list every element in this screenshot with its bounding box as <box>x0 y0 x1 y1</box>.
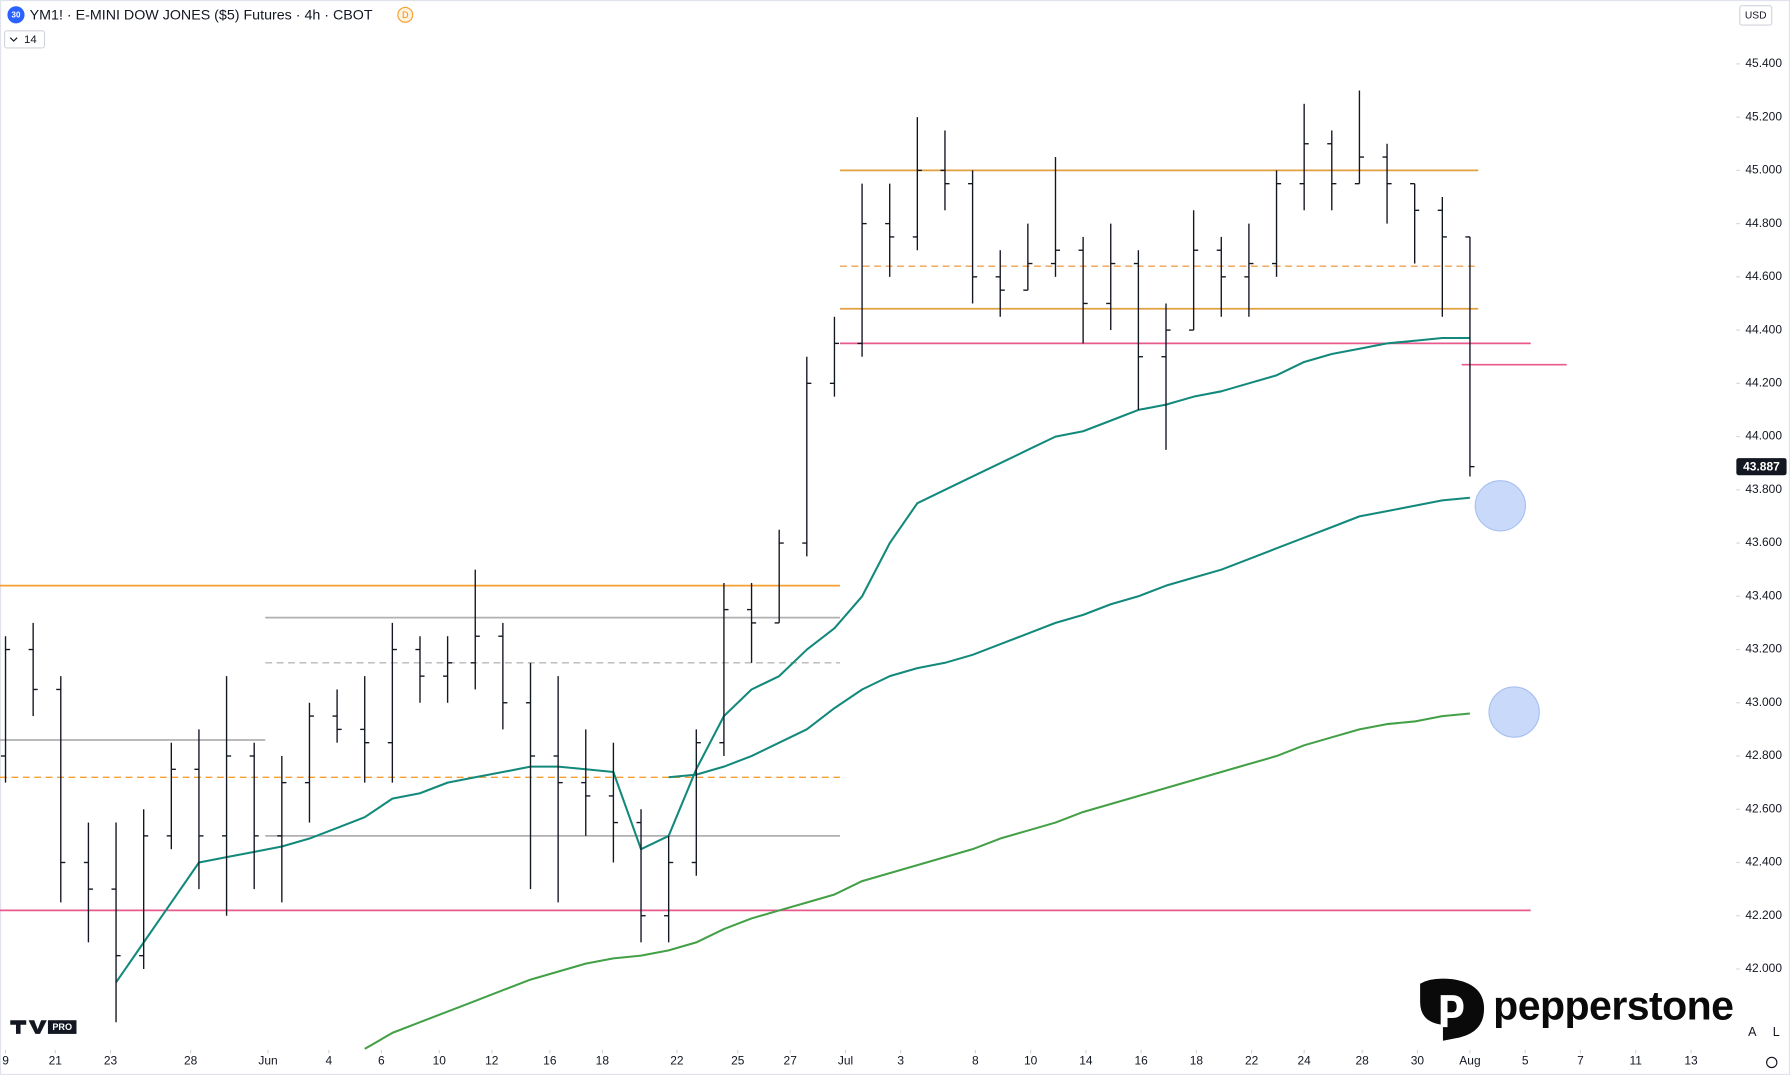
x-tick-label: 12 <box>485 1053 499 1067</box>
x-tick-label: 9 <box>2 1053 9 1067</box>
source-badge <box>397 6 414 23</box>
y-tick-label: 44.400 <box>1745 322 1782 336</box>
x-tick-label: 10 <box>1024 1053 1038 1067</box>
last-price-tag <box>1736 458 1787 476</box>
x-tick-label: 18 <box>1190 1053 1204 1067</box>
y-tick-label: 43.400 <box>1745 588 1782 602</box>
tv-logo <box>10 1020 47 1034</box>
y-tick-label: 44.000 <box>1745 429 1782 443</box>
x-tick-label: 11 <box>1630 1053 1643 1067</box>
x-tick-label: 14 <box>1079 1053 1093 1067</box>
chart-title[interactable]: YM1! · E-MINI DOW JONES ($5) Futures · 4… <box>30 8 373 24</box>
y-tick-label: 43.000 <box>1745 695 1782 709</box>
y-tick-label: 42.000 <box>1745 961 1782 975</box>
source-badge-text: D <box>402 10 409 20</box>
y-tick-label: 42.400 <box>1745 855 1782 869</box>
x-tick-label: 5 <box>1522 1053 1529 1067</box>
last-price-label: 43.887 <box>1743 459 1780 473</box>
y-tick-label: 44.600 <box>1745 269 1782 283</box>
x-tick-label: 4 <box>325 1053 332 1067</box>
moving-average <box>115 336 1470 983</box>
y-tick-label: 42.600 <box>1745 801 1782 815</box>
x-tick-label: 13 <box>1684 1053 1698 1067</box>
indicator-toggle[interactable] <box>3 30 46 49</box>
x-tick-label: 24 <box>1298 1053 1312 1067</box>
y-tick-label: 45.200 <box>1745 109 1782 123</box>
x-tick-label: 7 <box>1577 1053 1584 1067</box>
tv-badge: PRO <box>52 1022 72 1032</box>
y-tick-label: 44.800 <box>1745 216 1782 230</box>
target-marker <box>1474 480 1527 532</box>
currency: USD <box>1745 11 1767 22</box>
tv-badge-bg <box>47 1020 77 1034</box>
y-tick-label: 43.200 <box>1745 642 1782 656</box>
x-tick-label: 22 <box>670 1053 684 1067</box>
indicator-value: 14 <box>24 34 37 46</box>
x-tick-label: 27 <box>784 1053 798 1067</box>
x-tick-label: 3 <box>897 1053 904 1067</box>
x-tick-label: 16 <box>1134 1053 1148 1067</box>
x-tick-label: Jul <box>838 1053 853 1067</box>
plot <box>0 90 1567 1050</box>
x-tick-label: 21 <box>49 1053 63 1067</box>
auto-scale[interactable]: A <box>1748 1025 1757 1039</box>
x-tick-label: 23 <box>104 1053 118 1067</box>
target-marker <box>1488 686 1540 738</box>
y-tick-label: 43.800 <box>1745 482 1782 496</box>
brand-icon-letter <box>1440 995 1464 1028</box>
y-tick-label: 45.400 <box>1745 56 1782 70</box>
x-tick-label: Jun <box>258 1053 277 1067</box>
x-tick-label: 10 <box>433 1053 447 1067</box>
y-tick-label: 43.600 <box>1745 535 1782 549</box>
moving-average <box>364 712 1470 1050</box>
log-scale[interactable]: L <box>1773 1025 1780 1039</box>
x-tick-label: 25 <box>731 1053 745 1067</box>
x-tick-label: 30 <box>1411 1053 1425 1067</box>
x-tick-label: Aug <box>1459 1053 1480 1067</box>
x-tick-label: 28 <box>1356 1053 1370 1067</box>
y-tick-label: 42.200 <box>1745 908 1782 922</box>
symbol-badge[interactable] <box>7 6 25 24</box>
x-tick-label: 22 <box>1245 1053 1259 1067</box>
y-tick-label: 42.800 <box>1745 748 1782 762</box>
moving-average <box>668 496 1470 779</box>
x-tick-label: 28 <box>184 1053 198 1067</box>
y-tick-label: 45.000 <box>1745 163 1782 177</box>
chevron <box>9 37 18 42</box>
brand-icon <box>1420 978 1485 1041</box>
x-tick-label: 8 <box>972 1053 979 1067</box>
x-tick-label: 16 <box>543 1053 557 1067</box>
symbol-badge-text: 30 <box>12 11 21 20</box>
settings-icon[interactable] <box>1766 1056 1778 1069</box>
x-tick-label: 6 <box>378 1053 385 1067</box>
brand-name: pepperstone <box>1493 983 1733 1029</box>
x-tick-label: 18 <box>596 1053 610 1067</box>
currency-button[interactable] <box>1739 5 1773 26</box>
y-tick-label: 44.200 <box>1745 376 1782 390</box>
